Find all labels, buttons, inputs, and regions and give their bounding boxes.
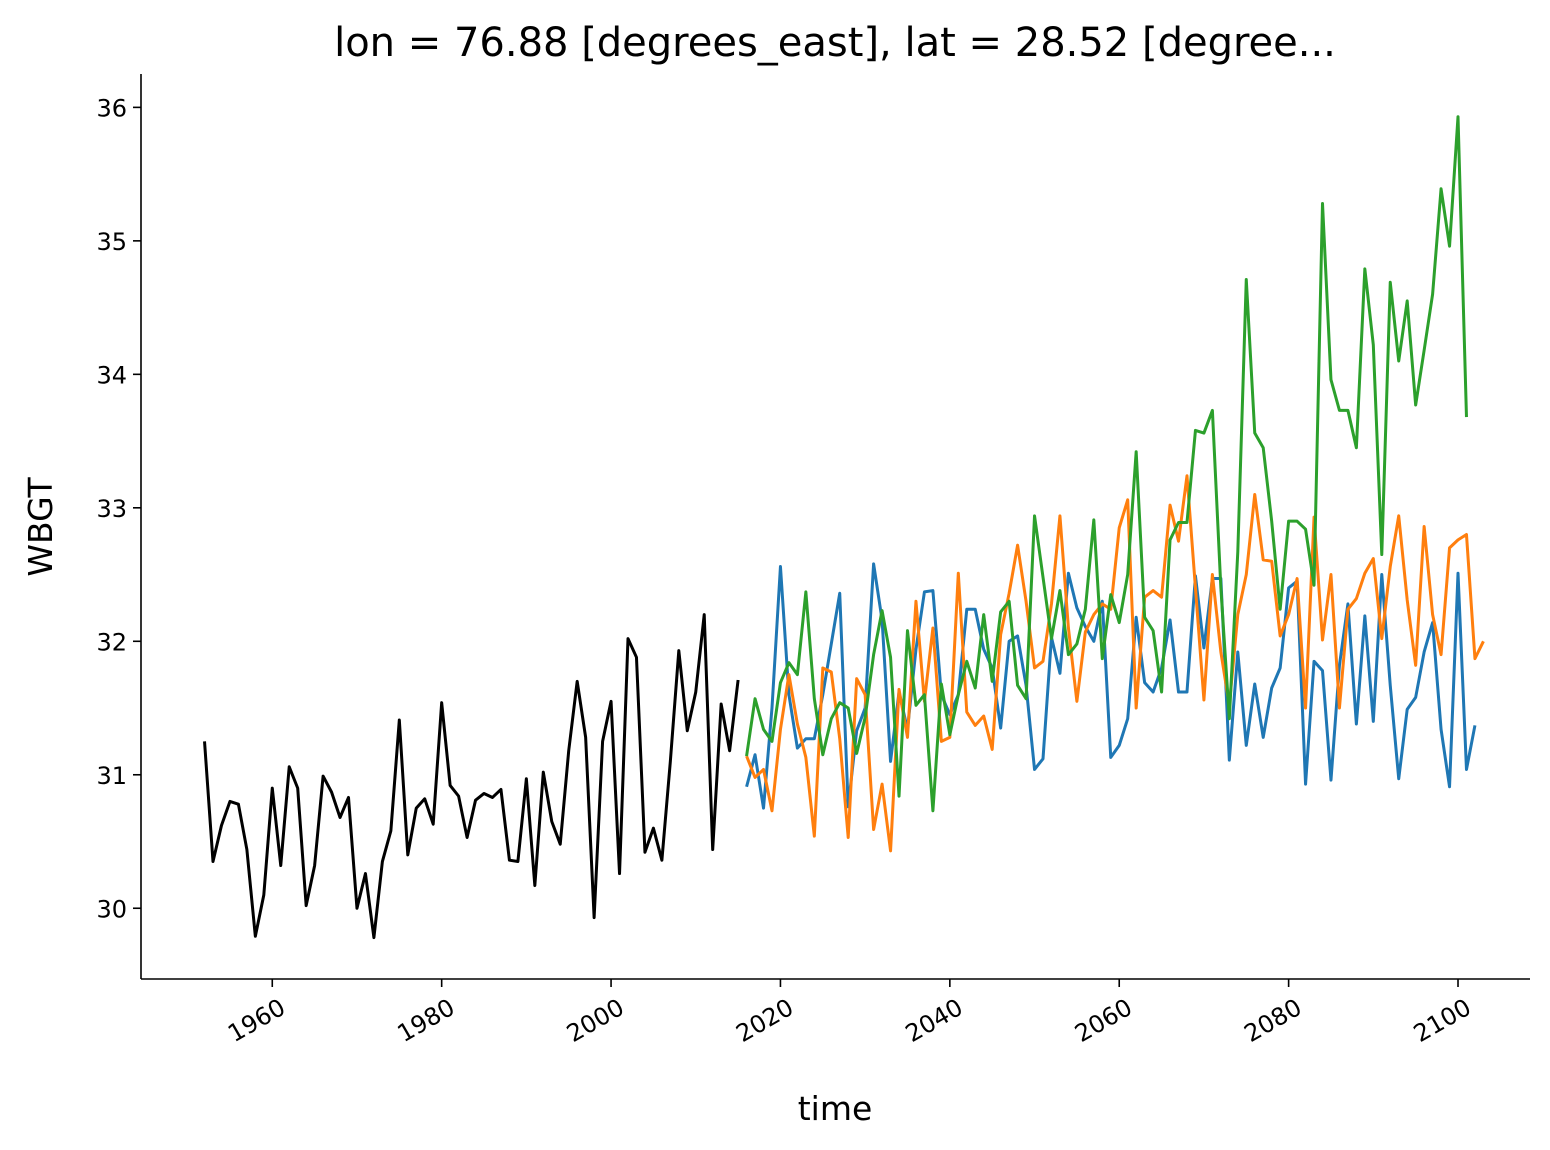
y-tick-label: 33 — [96, 495, 127, 523]
x-tick-label: 2000 — [562, 993, 629, 1048]
x-tick-label: 2080 — [1240, 993, 1307, 1048]
x-tick-label: 2040 — [901, 993, 968, 1048]
x-tick-label: 2100 — [1409, 993, 1476, 1048]
y-tick-label: 34 — [96, 361, 127, 389]
series-line-0 — [203, 613, 740, 940]
y-axis-title: WBGT — [21, 477, 60, 577]
series-layer — [203, 115, 1485, 940]
x-axis-title: time — [798, 1089, 873, 1128]
y-tick-label: 35 — [96, 228, 127, 256]
chart-title: lon = 76.88 [degrees_east], lat = 28.52 … — [334, 20, 1336, 66]
y-axis-ticks: 30 31 32 33 34 35 36 — [96, 94, 141, 923]
series-line-3 — [745, 115, 1468, 813]
x-axis-ticks: 1960 1980 2000 2020 2040 2060 2080 2100 — [223, 979, 1476, 1048]
series-line-2 — [745, 474, 1485, 853]
x-tick-label: 1980 — [393, 993, 460, 1048]
y-tick-label: 31 — [96, 762, 127, 790]
x-tick-label: 1960 — [223, 993, 290, 1048]
x-tick-label: 2020 — [731, 993, 798, 1048]
y-tick-label: 32 — [96, 628, 127, 656]
y-tick-label: 36 — [96, 94, 127, 122]
y-tick-label: 30 — [96, 895, 127, 923]
series-line-1 — [745, 562, 1477, 810]
x-tick-label: 2060 — [1070, 993, 1137, 1048]
